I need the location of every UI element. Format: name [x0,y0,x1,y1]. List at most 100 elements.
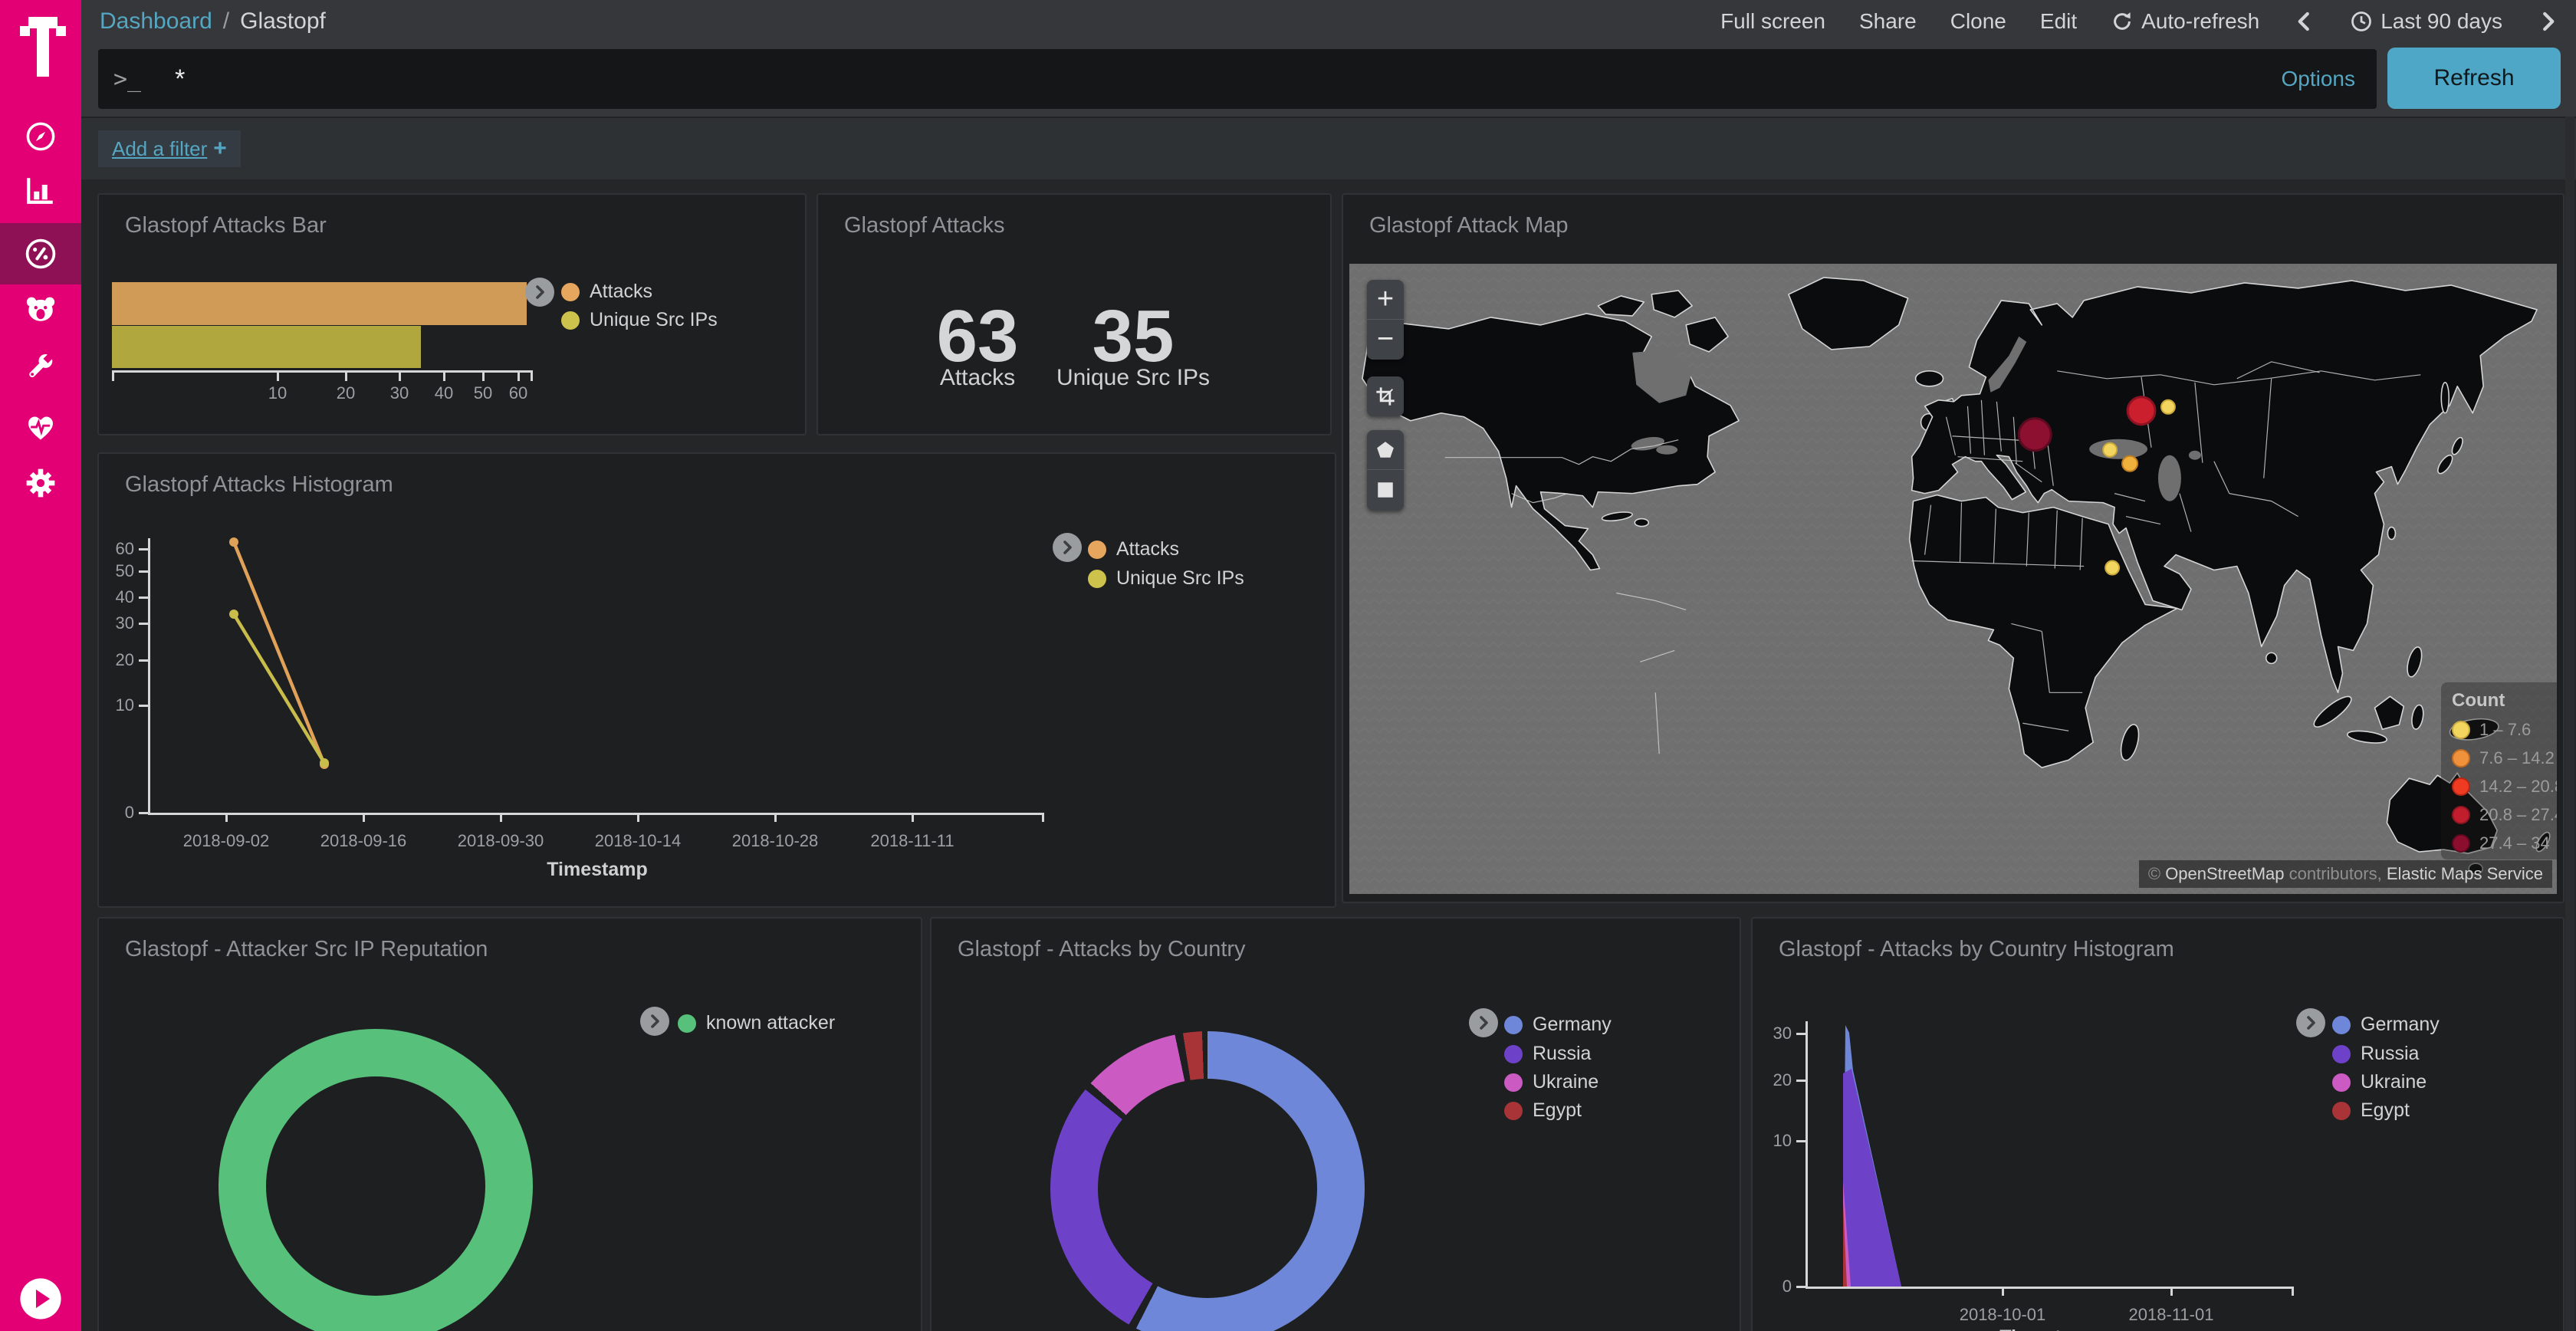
refresh-button[interactable]: Refresh [2387,48,2561,109]
sidebar-item-dashboard[interactable] [0,223,81,284]
time-forward-button[interactable] [2536,10,2559,33]
edit-button[interactable]: Edit [2039,8,2078,33]
sidebar [0,0,81,1331]
time-picker-button[interactable]: Last 90 days [2350,9,2502,34]
crop-icon [1376,386,1395,406]
panel-attacks-bar: Glastopf Attacks Bar 10 20 30 40 50 60 A… [97,193,807,435]
x-tick: 2018-09-30 [457,831,544,850]
draw-polygon-button[interactable] [1367,430,1404,469]
osm-link[interactable]: OpenStreetMap [2165,864,2285,883]
legend-dot [561,311,580,330]
legend-item-ukraine[interactable]: Ukraine [1504,1071,1598,1093]
y-tick: 60 [115,539,134,558]
bar-attacks[interactable] [112,282,527,325]
clone-button[interactable]: Clone [1950,8,2006,33]
x-tick: 2018-11-01 [2128,1305,2214,1324]
y-tick: 20 [1773,1070,1792,1089]
y-tick: 10 [1773,1131,1792,1150]
chevron-right-icon [2543,12,2555,31]
sidebar-item-settings[interactable] [0,452,81,514]
x-tick: 2018-09-16 [320,831,407,850]
y-tick: 30 [115,613,134,633]
draw-rectangle-button[interactable] [1367,469,1404,509]
x-tick: 2018-11-11 [870,831,955,850]
legend-item-ukraine[interactable]: Ukraine [2332,1071,2426,1093]
legend-dot [2332,1044,2351,1063]
x-axis [148,813,1044,815]
gear-icon [26,468,55,498]
time-back-button[interactable] [2293,10,2316,33]
page-scrollbar[interactable] [2565,117,2574,1331]
world-map-canvas[interactable]: + − Count 1 – 7.6 7.6 – 14.2 14 [1349,264,2557,894]
legend-item-known-attacker[interactable]: known attacker [678,1012,835,1034]
top-menu: Full screen Share Clone Edit Auto-refres… [1720,9,2576,34]
legend-dot [2452,749,2470,767]
sidebar-item-tools[interactable] [0,336,81,397]
legend-dot [1088,540,1106,559]
sidebar-item-health[interactable] [0,396,81,458]
country-donut-chart[interactable] [1050,1031,1365,1331]
chevron-right-icon [1063,541,1072,554]
breadcrumb-dashboard-link[interactable]: Dashboard [100,8,212,34]
legend-item-unique-src-ips[interactable]: Unique Src IPs [1088,567,1244,590]
map-count-legend: Count 1 – 7.6 7.6 – 14.2 14.2 – 20.8 20.… [2441,682,2557,859]
search-input[interactable] [173,63,2282,95]
bar-unique-src-ips[interactable] [112,326,421,368]
sidebar-collapse-button[interactable] [0,1268,81,1329]
legend-toggle-button[interactable] [1469,1008,1498,1037]
sidebar-item-discover[interactable] [0,106,81,167]
x-tick: 2018-10-01 [1959,1305,2046,1324]
x-tick: 20 [336,383,356,403]
legend-item-germany[interactable]: Germany [1504,1014,1612,1036]
map-fit-bounds-button[interactable] [1367,376,1404,416]
bubble-germany [2017,417,2052,452]
legend-item-attacks[interactable]: Attacks [561,281,652,303]
telekom-logo[interactable] [20,17,66,77]
legend-toggle-button[interactable] [640,1007,669,1036]
legend-dot [561,282,580,301]
legend-item-germany[interactable]: Germany [2332,1014,2440,1036]
legend-item-russia[interactable]: Russia [1504,1043,1591,1065]
legend-dot [1504,1101,1523,1120]
y-tick: 30 [1773,1024,1792,1043]
full-screen-button[interactable]: Full screen [1720,8,1825,33]
chevron-right-icon [2307,1016,2315,1030]
legend-item-russia[interactable]: Russia [2332,1043,2419,1065]
legend-item-egypt[interactable]: Egypt [2332,1099,2410,1122]
map-attribution: © OpenStreetMap contributors, Elastic Ma… [2138,860,2552,888]
bubble-ukraine-north [2102,442,2118,458]
panel-title: Glastopf - Attacks by Country [958,937,1246,961]
legend-toggle-button[interactable] [1053,533,1082,562]
legend-dot [2452,834,2470,853]
filter-bar: Add a filter + [81,117,2576,179]
legend-toggle-button[interactable] [2296,1008,2325,1037]
metric-attacks-value: 63 [936,295,1019,377]
reputation-donut-chart[interactable] [219,1029,533,1331]
metric-attacks-label: Attacks [939,365,1016,390]
x-axis [1806,1287,2294,1289]
legend-dot [1504,1044,1523,1063]
heart-pulse-icon [28,416,53,440]
add-filter-button[interactable]: Add a filter + [98,130,241,167]
ems-link[interactable]: Elastic Maps Service [2386,864,2543,883]
legend-item-unique-src-ips[interactable]: Unique Src IPs [561,309,718,331]
share-button[interactable]: Share [1859,8,1917,33]
auto-refresh-button[interactable]: Auto-refresh [2111,9,2259,34]
options-link[interactable]: Options [2281,67,2356,90]
play-icon [20,1278,61,1319]
panel-attacks-histogram: Glastopf Attacks Histogram 60 50 40 30 2… [97,452,1336,908]
plus-icon: + [213,136,227,161]
sidebar-item-honeypot[interactable] [0,278,81,340]
sidebar-item-visualize[interactable] [0,159,81,221]
legend-item-attacks[interactable]: Attacks [1088,538,1179,560]
metric-unique-value: 35 [1092,295,1175,377]
bar-chart-icon [27,178,53,204]
legend-item-egypt[interactable]: Egypt [1504,1099,1582,1122]
legend-toggle-button[interactable] [525,278,554,307]
map-zoom-out-button[interactable]: − [1367,319,1404,359]
legend-dot [678,1014,696,1033]
compass-icon [26,122,55,151]
y-tick: 0 [124,803,134,822]
legend-title: Count [2452,690,2505,711]
map-zoom-in-button[interactable]: + [1376,283,1395,315]
